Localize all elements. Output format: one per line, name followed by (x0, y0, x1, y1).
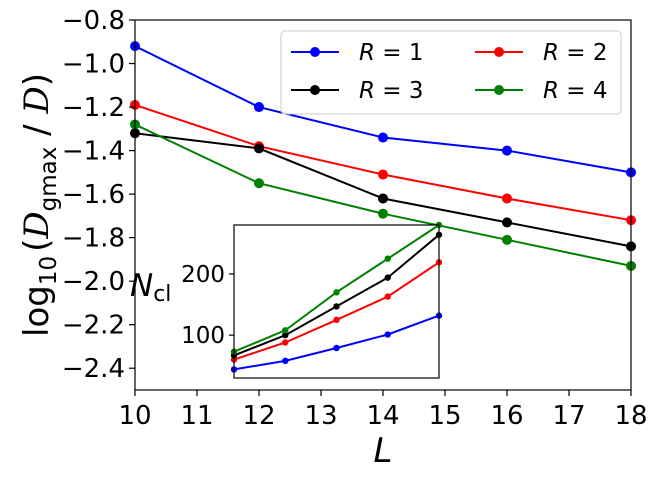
y-tick-label: −1.6 (62, 180, 125, 210)
point-r1-l14 (378, 132, 388, 143)
inset-point-r2-l12 (282, 339, 289, 346)
y-axis-title-log: log (17, 285, 57, 337)
y-axis-title-numerator: D (17, 211, 57, 239)
x-axis-title: L (374, 431, 393, 471)
x-tick-label: 13 (304, 401, 337, 431)
y-tick-label: −0.8 (62, 6, 125, 36)
y-tick-label: −1.0 (62, 50, 125, 80)
legend-label-r3: R = 3 (359, 78, 424, 104)
legend-marker-r2 (494, 47, 504, 57)
y-axis-title: log10(Dgmax / D) (17, 73, 62, 337)
inset-point-r1-l12 (282, 357, 289, 365)
main-ticks-group: 10 11 12 13 14 15 16 17 18 −2.4 −2.2 −2.0 −1.8 −1.6 −1… (62, 6, 648, 431)
point-r3-l12 (254, 143, 264, 154)
x-tick-label: 11 (180, 401, 213, 431)
x-tick-label: 10 (118, 401, 151, 431)
legend-label-var: R (543, 78, 559, 104)
y-tick-label: −2.0 (62, 267, 125, 297)
inset-point-r3-l14 (333, 303, 340, 310)
y-axis-title-slash: / (17, 114, 57, 147)
point-r3-l14 (378, 193, 388, 204)
x-tick-label: 16 (490, 401, 523, 431)
y-axis-title-close: ) (17, 73, 57, 86)
legend-label-var: R (359, 40, 375, 66)
point-r3-l16 (502, 217, 512, 228)
inset-point-r3-l12 (282, 331, 289, 339)
legend-label-r4: R = 4 (543, 78, 608, 104)
y-axis-title-denominator: D (17, 86, 57, 114)
y-axis-title-open: ( (17, 239, 57, 252)
x-tick-label: 15 (428, 401, 461, 431)
inset-point-r4-l12 (282, 327, 289, 334)
inset-point-r1-l16 (384, 331, 391, 338)
point-r4-l12 (254, 178, 264, 189)
point-r2-l14 (378, 169, 388, 180)
point-r4-l14 (378, 208, 388, 219)
point-r2-l16 (502, 193, 512, 204)
x-tick-label: 17 (552, 401, 585, 431)
inset-point-r4-l14 (333, 289, 340, 296)
point-r1-l16 (502, 145, 512, 156)
inset-point-r2-l14 (333, 316, 340, 324)
y-tick-label: −1.8 (62, 224, 125, 254)
inset-frame (233, 224, 440, 379)
legend-label-r1: R = 1 (359, 40, 424, 66)
legend-label-r2: R = 2 (543, 40, 608, 66)
legend-label-eq: = 4 (559, 78, 608, 104)
legend-label-eq: = 1 (375, 40, 424, 66)
y-tick-label: −2.2 (62, 311, 125, 341)
inset-y-tick-label: 100 (181, 323, 225, 349)
y-tick-label: −1.2 (62, 93, 125, 123)
y-tick-label: −1.4 (62, 137, 125, 167)
y-axis-title-log-sub: 10 (36, 256, 62, 285)
point-r4-l16 (502, 234, 512, 245)
inset-y-axis-title-main: N (130, 268, 153, 304)
point-r1-l12 (254, 102, 264, 113)
x-tick-label: 14 (366, 401, 399, 431)
legend-marker-r1 (310, 47, 320, 57)
inset-point-r3-l16 (384, 274, 391, 281)
inset-y-tick-label: 200 (181, 262, 225, 288)
inset-background (234, 225, 439, 378)
legend-box (280, 30, 622, 115)
inset-point-r4-l16 (384, 255, 391, 262)
inset-ticks-group: 100 200 (181, 262, 234, 349)
legend-label-var: R (543, 40, 559, 66)
legend-marker-r3 (310, 85, 320, 95)
legend-label-eq: = 2 (559, 40, 608, 66)
x-tick-label: 12 (242, 401, 275, 431)
inset-y-axis-title-sub: cl (153, 282, 171, 307)
inset-point-r2-l16 (384, 293, 391, 300)
y-axis-title-numerator-sub: gmax (36, 147, 62, 212)
inset-point-r1-l14 (333, 344, 340, 352)
x-tick-label: 18 (614, 401, 647, 431)
legend-label-var: R (359, 78, 375, 104)
y-tick-label: −2.4 (62, 354, 125, 384)
legend-label-eq: = 3 (375, 78, 424, 104)
inset-y-axis-title: Ncl (130, 268, 171, 307)
legend-marker-r4 (494, 85, 504, 95)
